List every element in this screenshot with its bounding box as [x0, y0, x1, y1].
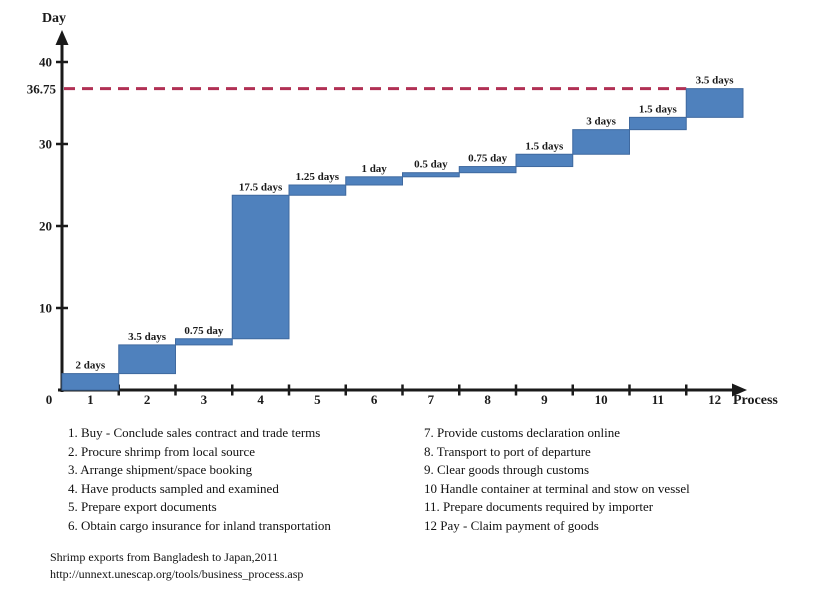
x-tick-label: 1	[87, 392, 94, 407]
process-bar	[231, 194, 290, 340]
legend-column-left: 1. Buy - Conclude sales contract and tra…	[68, 424, 418, 535]
legend-item: 10 Handle container at terminal and stow…	[424, 480, 690, 496]
y-tick-label: 20	[39, 219, 52, 234]
legend-item: 6. Obtain cargo insurance for inland tra…	[68, 517, 331, 533]
legend-item: 8. Transport to port of departure	[424, 443, 591, 459]
y-tick-label: 10	[39, 301, 52, 316]
x-tick-label: 0	[46, 392, 53, 407]
x-tick-label: 11	[652, 392, 664, 407]
bar-duration-label: 0.75 day	[184, 325, 224, 337]
process-legend: 1. Buy - Conclude sales contract and tra…	[0, 424, 831, 542]
legend-item: 3. Arrange shipment/space booking	[68, 462, 253, 477]
process-bar	[458, 166, 517, 174]
x-tick-label: 12	[708, 392, 721, 407]
x-axis-title: Process	[733, 393, 778, 408]
legend-item: 2. Procure shrimp from local source	[68, 443, 256, 459]
process-bar	[402, 172, 460, 178]
legend-item: 4. Have products sampled and examined	[68, 480, 279, 496]
bar-duration-label: 3.5 days	[696, 75, 735, 87]
legend-column-right: 7. Provide customs declaration online 8. …	[424, 424, 814, 535]
process-bar	[572, 129, 630, 155]
bar-duration-label: 1.25 days	[296, 171, 340, 183]
legend-item: 9. Clear goods through customs	[424, 462, 590, 477]
process-bar	[118, 344, 176, 375]
y-axis-arrow	[55, 30, 69, 45]
source-url: http://unnext.unescap.org/tools/business…	[50, 566, 304, 581]
process-bar	[515, 153, 574, 168]
x-tick-label: 6	[371, 392, 378, 407]
y-tick-label: 30	[39, 137, 52, 152]
source-title: Shrimp exports from Bangladesh to Japan,…	[50, 550, 279, 564]
source-note: Shrimp exports from Bangladesh to Japan,…	[50, 549, 303, 582]
bar-duration-label: 0.5 day	[414, 159, 448, 171]
process-bar	[629, 116, 687, 131]
legend-item: 11. Prepare documents required by import…	[424, 499, 654, 514]
y-tick-label: 40	[39, 55, 52, 70]
legend-item: 7. Provide customs declaration online	[424, 425, 621, 440]
bar-duration-label: 3.5 days	[128, 331, 167, 343]
process-bar	[345, 176, 403, 186]
bar-duration-label: 17.5 days	[239, 181, 283, 193]
bar-duration-label: 0.75 day	[468, 153, 508, 165]
legend-item: 12 Pay - Claim payment of goods	[424, 517, 599, 533]
process-bar	[175, 338, 233, 346]
process-bar	[61, 373, 120, 391]
legend-item: 5. Prepare export documents	[68, 499, 217, 514]
x-tick-label: 9	[541, 392, 548, 407]
x-tick-label: 8	[484, 392, 491, 407]
bar-duration-label: 1.5 days	[525, 140, 564, 152]
x-tick-label: 10	[595, 392, 608, 407]
x-tick-label: 5	[314, 392, 321, 407]
bar-duration-label: 3 days	[586, 116, 616, 128]
process-bar	[288, 184, 347, 196]
y-axis-title: Day	[42, 11, 66, 26]
x-tick-label: 4	[257, 392, 264, 407]
x-tick-label: 3	[201, 392, 208, 407]
bar-duration-label: 1.5 days	[639, 103, 678, 115]
x-tick-label: 2	[144, 392, 151, 407]
legend-item: 1. Buy - Conclude sales contract and tra…	[68, 425, 321, 440]
x-axis-arrow	[732, 383, 747, 397]
total-value-label: 36.75	[27, 82, 57, 97]
x-tick-label: 7	[428, 392, 435, 407]
bar-duration-label: 1 day	[361, 163, 387, 175]
process-bar	[685, 88, 744, 118]
bar-duration-label: 2 days	[76, 360, 106, 372]
